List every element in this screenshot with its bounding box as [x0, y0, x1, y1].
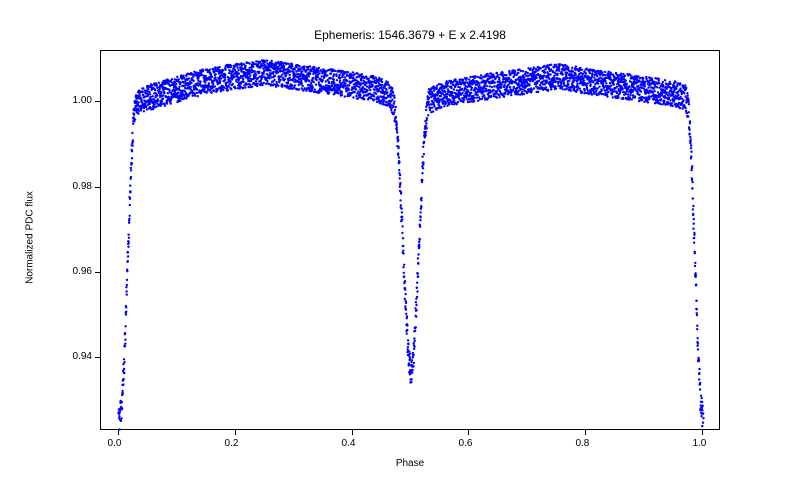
x-axis-label: Phase: [100, 458, 720, 469]
x-tick-mark: [702, 430, 703, 435]
chart-title: Ephemeris: 1546.3679 + E x 2.4198: [100, 28, 720, 42]
scatter-layer: [101, 51, 721, 431]
x-tick-label: 0.4: [342, 438, 356, 449]
x-tick-mark: [352, 430, 353, 435]
y-tick-mark: [95, 187, 100, 188]
y-tick-label: 1.00: [73, 95, 92, 106]
x-tick-mark: [585, 430, 586, 435]
x-tick-label: 0.2: [225, 438, 239, 449]
x-tick-mark: [235, 430, 236, 435]
x-tick-label: 1.0: [692, 438, 706, 449]
x-tick-mark: [468, 430, 469, 435]
x-tick-label: 0.6: [458, 438, 472, 449]
light-curve-chart: Ephemeris: 1546.3679 + E x 2.4198 Normal…: [0, 0, 800, 500]
y-tick-label: 0.94: [73, 351, 92, 362]
y-tick-mark: [95, 101, 100, 102]
y-tick-label: 0.98: [73, 181, 92, 192]
y-axis-label: Normalized PDC flux: [25, 168, 36, 308]
x-tick-label: 0.8: [575, 438, 589, 449]
y-tick-mark: [95, 272, 100, 273]
x-tick-label: 0.0: [108, 438, 122, 449]
y-tick-label: 0.96: [73, 266, 92, 277]
x-tick-mark: [118, 430, 119, 435]
plot-area: [100, 50, 720, 430]
y-tick-mark: [95, 357, 100, 358]
